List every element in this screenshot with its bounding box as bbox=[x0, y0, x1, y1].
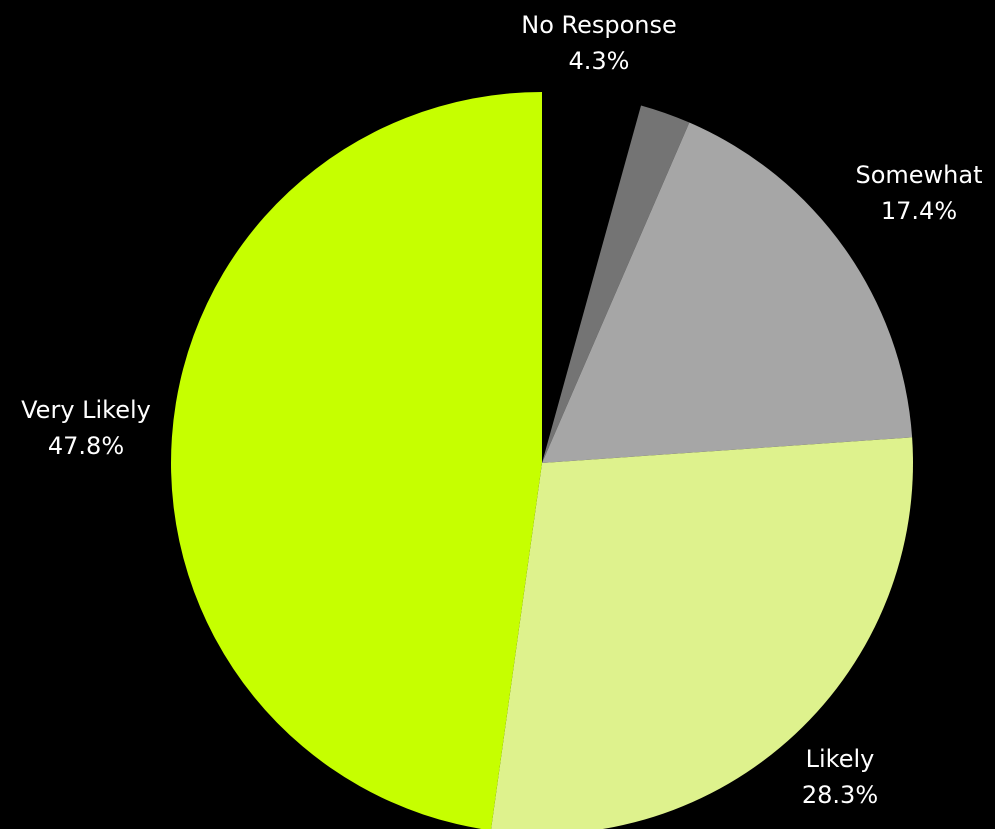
slice-label-name: Somewhat bbox=[855, 161, 982, 189]
pie-slice-somewhat bbox=[542, 122, 913, 463]
slice-label-value: 4.3% bbox=[569, 47, 630, 75]
pie-slices bbox=[171, 92, 913, 829]
pie-slice-very-likely bbox=[171, 92, 542, 829]
pie-slice-likely bbox=[491, 437, 913, 829]
slice-label-very-likely: Very Likely 47.8% bbox=[21, 396, 151, 460]
slice-label-somewhat: Somewhat 17.4% bbox=[855, 161, 982, 225]
pie-slice-no-response bbox=[542, 92, 642, 463]
slice-label-name: No Response bbox=[521, 11, 677, 39]
pie-slice-unlabeled bbox=[542, 105, 690, 464]
slice-label-no-response: No Response 4.3% bbox=[521, 11, 677, 75]
slice-label-value: 28.3% bbox=[802, 781, 878, 809]
slice-label-value: 17.4% bbox=[881, 197, 957, 225]
slice-label-value: 47.8% bbox=[48, 432, 124, 460]
slice-label-likely: Likely 28.3% bbox=[802, 745, 878, 809]
slice-label-name: Very Likely bbox=[21, 396, 151, 424]
slice-label-name: Likely bbox=[806, 745, 875, 773]
pie-labels: No Response 4.3% Somewhat 17.4% Likely 28.3% V… bbox=[21, 11, 982, 809]
